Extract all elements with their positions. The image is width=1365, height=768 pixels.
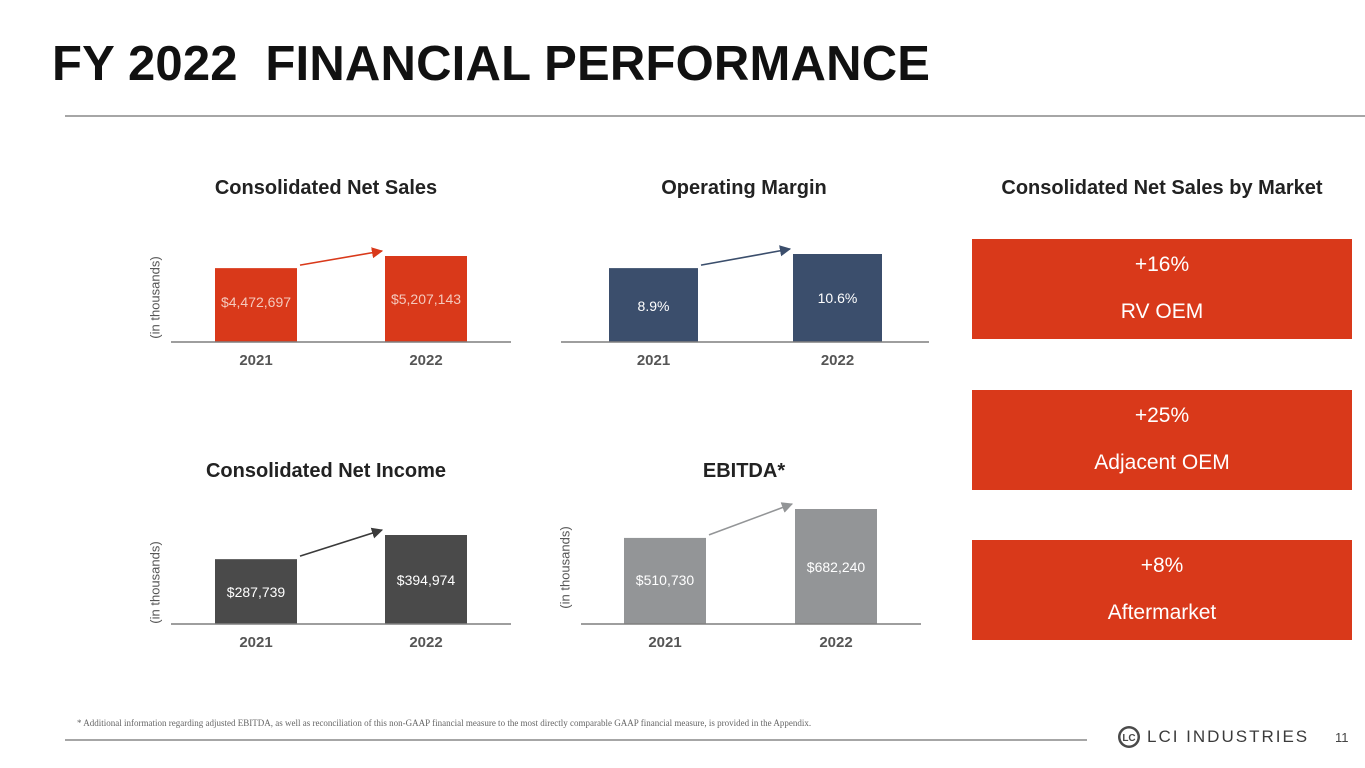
net-sales-bar-2021 xyxy=(215,268,297,342)
ebitda-data-label: $510,730 xyxy=(636,572,695,588)
title-divider xyxy=(65,115,1365,117)
operating-margin-trend-arrow xyxy=(700,245,792,266)
net-income-tick-label: 2021 xyxy=(239,634,272,651)
net-sales-tick-label: 2021 xyxy=(239,352,272,369)
ebitda-tick-label: 2021 xyxy=(648,634,681,651)
net-sales-bar-2022 xyxy=(385,256,467,342)
market-change: +16% xyxy=(1134,253,1190,276)
net-sales-tick-label: 2022 xyxy=(409,352,442,369)
market-name: Aftermarket xyxy=(1107,601,1217,624)
footer-divider xyxy=(65,739,1087,741)
market-box-adjacent-oem: +25% Adjacent OEM xyxy=(972,390,1352,490)
market-box-aftermarket: +8% Aftermarket xyxy=(972,540,1352,640)
market-box-rv-oem: +16% RV OEM xyxy=(972,239,1352,339)
ebitda-trend-arrow xyxy=(708,502,794,536)
net-sales-data-label: $4,472,697 xyxy=(221,294,291,310)
net-sales-data-label: $5,207,143 xyxy=(391,291,461,307)
net-income-bar-2022 xyxy=(385,535,467,624)
operating-margin-title: Operating Margin xyxy=(661,177,827,199)
market-change: +25% xyxy=(1134,404,1190,427)
operating-margin-bar-2022 xyxy=(793,254,882,342)
net-income-title: Consolidated Net Income xyxy=(205,460,447,482)
market-name: RV OEM xyxy=(1120,300,1204,323)
ebitda-title: EBITDA* xyxy=(702,460,786,482)
net-income-data-label: $394,974 xyxy=(397,572,456,588)
operating-margin-tick-label: 2021 xyxy=(637,352,670,369)
ebitda-bar-2021 xyxy=(624,537,706,624)
market-name: Adjacent OEM xyxy=(1094,451,1230,474)
page-title: FY 2022 FINANCIAL PERFORMANCE xyxy=(52,37,931,91)
market-change: +8% xyxy=(1140,554,1184,577)
net-income-data-label: $287,739 xyxy=(227,584,286,600)
operating-margin-data-label: 10.6% xyxy=(818,290,858,306)
logo-text: LCI INDUSTRIES xyxy=(1147,727,1310,746)
company-logo: LC LCI INDUSTRIES xyxy=(1117,725,1309,749)
ebitda-tick-label: 2022 xyxy=(819,634,852,651)
ebitda-bar-2022 xyxy=(795,509,877,624)
logo-mark: LC xyxy=(1122,733,1135,744)
operating-margin-data-label: 8.9% xyxy=(638,298,670,314)
net-income-tick-label: 2022 xyxy=(409,634,442,651)
page-number: 11 xyxy=(1335,730,1349,745)
net-income-bar-2021 xyxy=(215,559,297,624)
ebitda-data-label: $682,240 xyxy=(807,559,866,575)
footnote: * Additional information regarding adjus… xyxy=(77,718,812,728)
lci-logo-icon: LC xyxy=(1118,726,1140,748)
net-income-trend-arrow xyxy=(299,527,384,557)
net-sales-trend-arrow xyxy=(299,247,384,266)
operating-margin-tick-label: 2022 xyxy=(821,352,854,369)
net-sales-title: Consolidated Net Sales xyxy=(214,177,438,199)
markets-title: Consolidated Net Sales by Market xyxy=(1001,177,1323,199)
operating-margin-bar-2021 xyxy=(609,268,698,342)
